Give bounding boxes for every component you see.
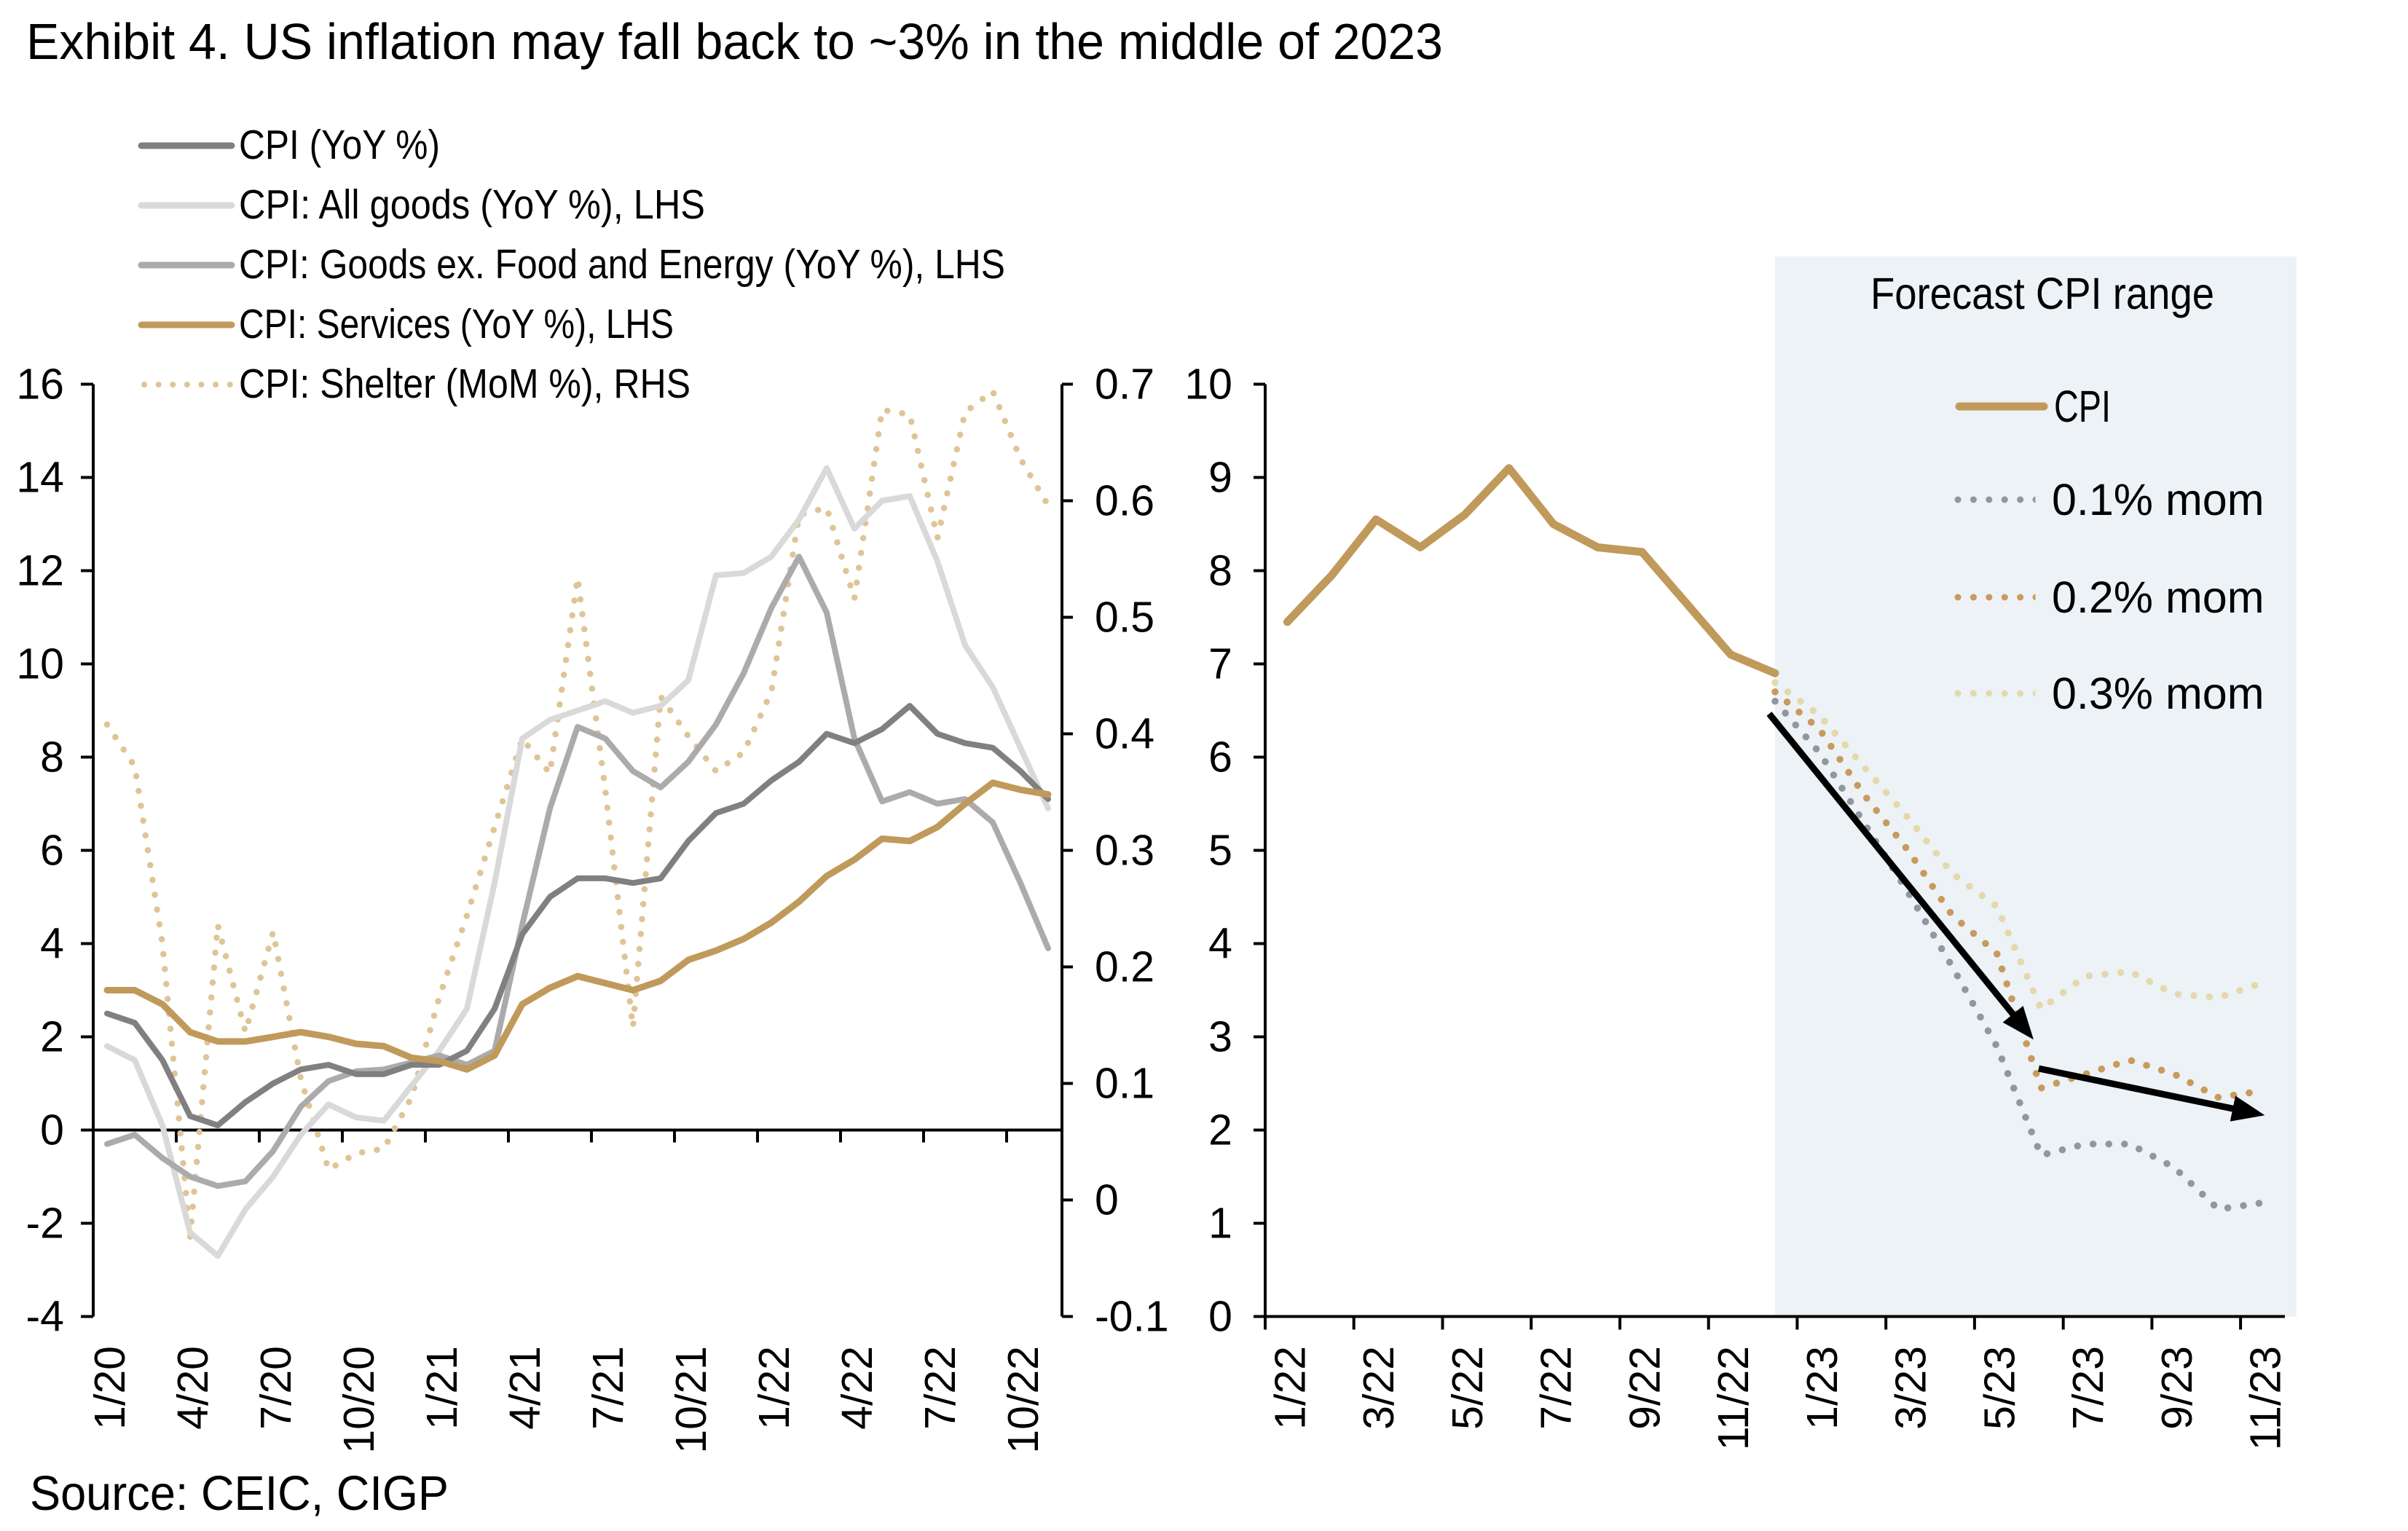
- svg-text:0: 0: [40, 1106, 64, 1154]
- svg-text:7/20: 7/20: [252, 1346, 300, 1430]
- svg-text:0.1% mom: 0.1% mom: [2052, 475, 2265, 524]
- svg-text:10: 10: [1184, 361, 1232, 409]
- svg-text:10/22: 10/22: [999, 1346, 1047, 1454]
- svg-text:3: 3: [1208, 1013, 1232, 1061]
- svg-text:CPI: Shelter (MoM %), RHS: CPI: Shelter (MoM %), RHS: [239, 361, 690, 407]
- svg-text:7: 7: [1208, 640, 1232, 688]
- svg-text:4/20: 4/20: [169, 1346, 217, 1430]
- svg-text:0.6: 0.6: [1095, 477, 1154, 525]
- svg-text:7/22: 7/22: [1532, 1346, 1581, 1430]
- svg-text:9/22: 9/22: [1621, 1346, 1669, 1430]
- svg-text:10/21: 10/21: [667, 1346, 715, 1454]
- svg-text:2: 2: [40, 1013, 64, 1061]
- svg-text:0.1: 0.1: [1095, 1060, 1154, 1108]
- svg-text:-4: -4: [26, 1293, 64, 1341]
- svg-text:0.7: 0.7: [1095, 361, 1154, 409]
- svg-text:CPI: Goods ex. Food and Energy: CPI: Goods ex. Food and Energy (YoY %), …: [239, 241, 1005, 288]
- svg-text:14: 14: [16, 454, 64, 502]
- svg-text:6: 6: [40, 827, 64, 875]
- svg-text:CPI: All goods (YoY %), LHS: CPI: All goods (YoY %), LHS: [239, 181, 705, 228]
- svg-text:11/22: 11/22: [1709, 1346, 1758, 1450]
- svg-text:4/22: 4/22: [833, 1346, 881, 1430]
- svg-text:9/23: 9/23: [2153, 1346, 2201, 1430]
- svg-text:5/23: 5/23: [1975, 1346, 2023, 1430]
- svg-text:CPI: CPI: [2054, 382, 2111, 431]
- svg-text:Exhibit 4. US inflation may fa: Exhibit 4. US inflation may fall back to…: [26, 13, 1443, 70]
- svg-text:8: 8: [1208, 547, 1232, 595]
- svg-text:7/21: 7/21: [584, 1346, 632, 1430]
- svg-text:CPI: Services (YoY %), LHS: CPI: Services (YoY %), LHS: [239, 301, 674, 347]
- svg-text:9: 9: [1208, 454, 1232, 502]
- svg-text:0.3% mom: 0.3% mom: [2052, 669, 2265, 718]
- svg-text:-0.1: -0.1: [1095, 1293, 1169, 1341]
- svg-text:Source: CEIC, CIGP: Source: CEIC, CIGP: [30, 1466, 449, 1521]
- svg-text:0.3: 0.3: [1095, 827, 1154, 875]
- svg-text:1/20: 1/20: [86, 1346, 134, 1430]
- svg-text:1/22: 1/22: [750, 1346, 798, 1430]
- svg-text:5: 5: [1208, 827, 1232, 875]
- svg-text:1/22: 1/22: [1266, 1346, 1314, 1430]
- svg-text:0.5: 0.5: [1095, 594, 1154, 642]
- svg-text:Forecast CPI range: Forecast CPI range: [1870, 269, 2214, 318]
- svg-text:10: 10: [16, 640, 64, 688]
- svg-text:10/20: 10/20: [335, 1346, 383, 1454]
- svg-text:0.4: 0.4: [1095, 710, 1154, 758]
- svg-text:2: 2: [1208, 1106, 1232, 1154]
- svg-text:0: 0: [1095, 1176, 1119, 1224]
- svg-text:4/21: 4/21: [501, 1346, 549, 1430]
- svg-text:16: 16: [16, 361, 64, 409]
- svg-text:3/22: 3/22: [1355, 1346, 1403, 1430]
- svg-text:0: 0: [1208, 1293, 1232, 1341]
- svg-text:1: 1: [1208, 1200, 1232, 1248]
- svg-text:12: 12: [16, 547, 64, 595]
- svg-text:7/23: 7/23: [2064, 1346, 2112, 1430]
- svg-text:6: 6: [1208, 733, 1232, 782]
- svg-text:4: 4: [1208, 920, 1232, 968]
- svg-text:-2: -2: [26, 1200, 64, 1248]
- svg-text:7/22: 7/22: [916, 1346, 964, 1430]
- svg-text:0.2% mom: 0.2% mom: [2052, 572, 2265, 622]
- svg-text:1/23: 1/23: [1798, 1346, 1846, 1430]
- svg-text:3/23: 3/23: [1887, 1346, 1935, 1430]
- svg-text:11/23: 11/23: [2242, 1346, 2290, 1450]
- svg-text:4: 4: [40, 920, 64, 968]
- svg-text:0.2: 0.2: [1095, 943, 1154, 991]
- svg-text:8: 8: [40, 733, 64, 782]
- svg-text:CPI (YoY %): CPI (YoY %): [239, 122, 440, 168]
- svg-text:1/21: 1/21: [418, 1346, 466, 1430]
- svg-text:5/22: 5/22: [1444, 1346, 1492, 1430]
